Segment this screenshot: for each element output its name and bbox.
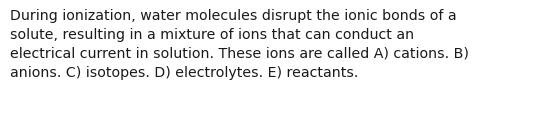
Text: During ionization, water molecules disrupt the ionic bonds of a
solute, resultin: During ionization, water molecules disru…	[10, 9, 469, 80]
